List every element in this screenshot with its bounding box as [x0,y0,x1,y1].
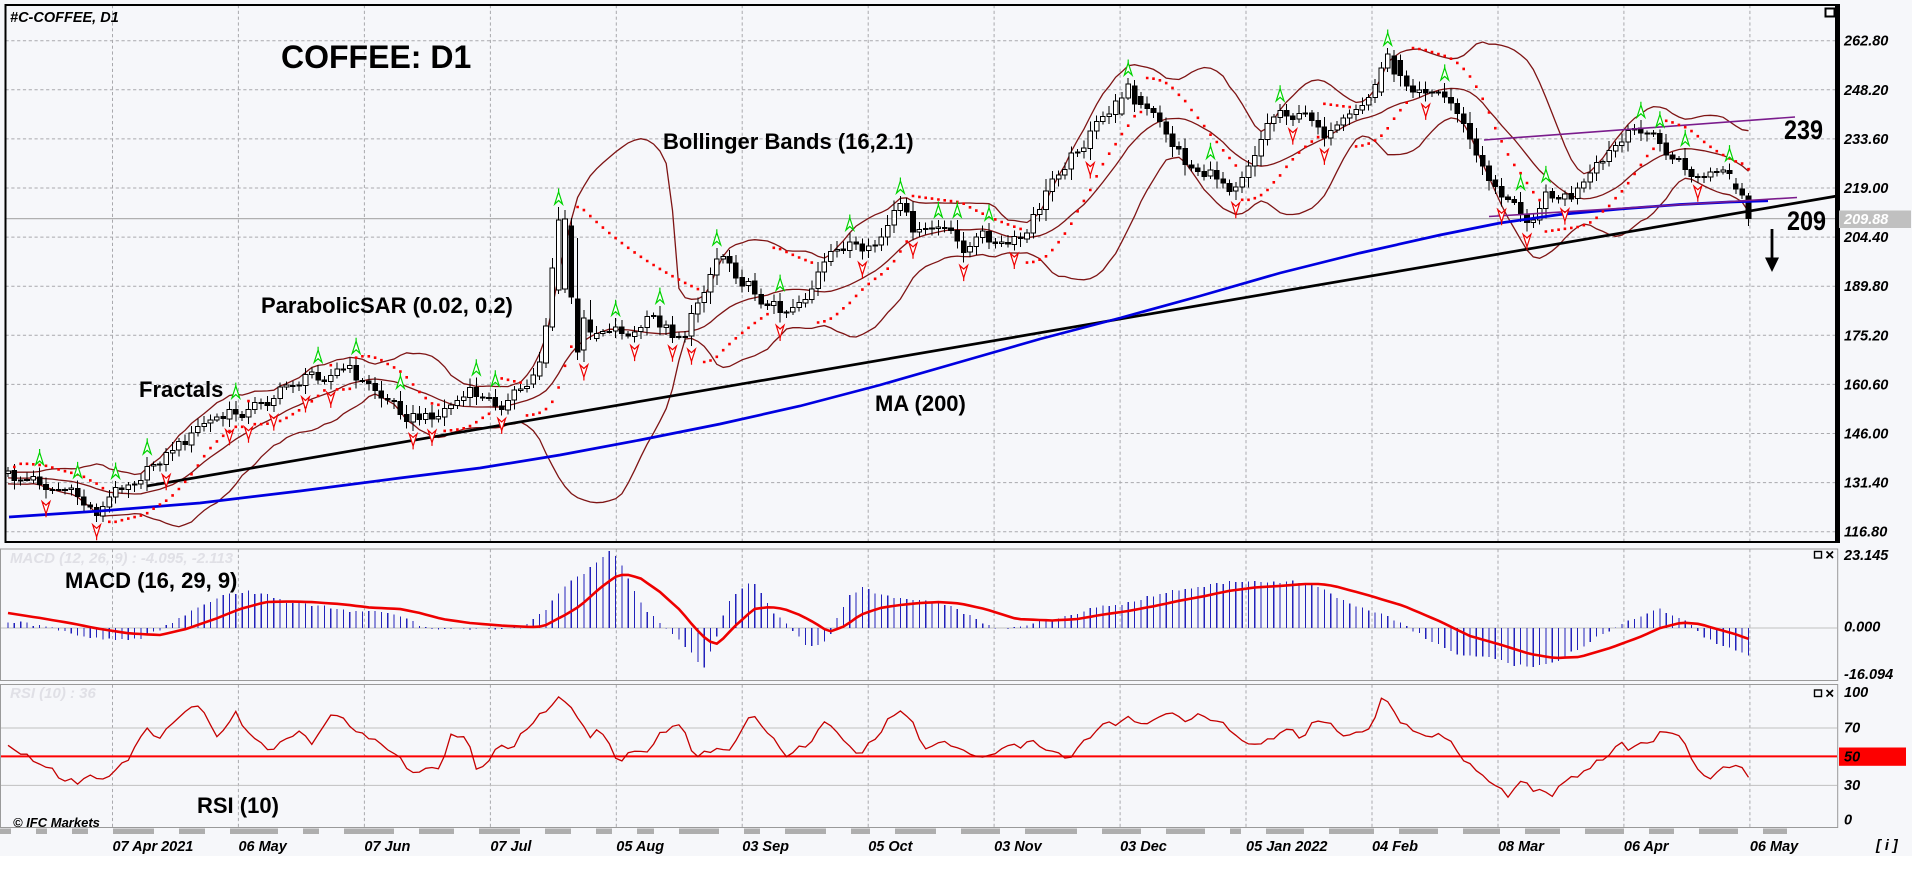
svg-text:MACD (16, 29, 9): MACD (16, 29, 9) [65,568,237,593]
svg-text:RSI (10) : 36: RSI (10) : 36 [10,685,97,702]
svg-text:30: 30 [1844,778,1860,794]
svg-text:04 Feb: 04 Feb [1372,839,1418,855]
svg-text:239: 239 [1784,115,1823,145]
svg-text:219.00: 219.00 [1843,181,1888,197]
svg-text:50: 50 [1844,750,1860,766]
svg-text:#C-COFFEE, D1: #C-COFFEE, D1 [10,10,119,26]
svg-text:262.80: 262.80 [1843,34,1888,50]
svg-text:RSI (10): RSI (10) [197,793,279,818]
svg-text:189.80: 189.80 [1844,279,1888,295]
svg-text:131.40: 131.40 [1844,476,1888,492]
svg-text:05 Jan 2022: 05 Jan 2022 [1246,839,1327,855]
svg-text:06 May: 06 May [1750,839,1799,855]
svg-text:160.60: 160.60 [1844,377,1888,393]
svg-text:© IFC Markets: © IFC Markets [13,815,100,830]
svg-text:07 Jul: 07 Jul [490,839,532,855]
svg-text:06 May: 06 May [238,839,287,855]
svg-text:175.20: 175.20 [1844,328,1888,344]
svg-text:06 Apr: 06 Apr [1624,839,1670,855]
svg-text:05 Oct: 05 Oct [868,839,913,855]
svg-text:146.00: 146.00 [1844,426,1888,442]
svg-text:70: 70 [1844,721,1860,737]
svg-text:08 Mar: 08 Mar [1498,839,1545,855]
svg-text:07 Jun: 07 Jun [364,839,410,855]
svg-text:248.20: 248.20 [1843,83,1888,99]
svg-text:100: 100 [1844,685,1868,701]
svg-text:Bollinger Bands (16,2.1): Bollinger Bands (16,2.1) [663,129,914,154]
svg-text:233.60: 233.60 [1843,132,1888,148]
svg-text:ParabolicSAR (0.02, 0.2): ParabolicSAR (0.02, 0.2) [261,293,513,318]
svg-text:COFFEE: D1: COFFEE: D1 [281,39,471,75]
svg-text:03 Sep: 03 Sep [742,839,789,855]
svg-text:03 Nov: 03 Nov [994,839,1042,855]
svg-text:209.88: 209.88 [1843,212,1889,228]
svg-text:116.80: 116.80 [1844,525,1887,541]
svg-text:03 Dec: 03 Dec [1120,839,1167,855]
svg-text:23.145: 23.145 [1843,548,1889,564]
svg-text:05 Aug: 05 Aug [616,839,664,855]
svg-text:0.000: 0.000 [1844,620,1880,636]
svg-text:204.40: 204.40 [1843,230,1888,246]
svg-text:MA (200): MA (200) [875,391,966,416]
svg-text:07 Apr 2021: 07 Apr 2021 [113,839,194,855]
svg-text:0: 0 [1844,813,1852,829]
svg-text:Fractals: Fractals [139,377,223,402]
svg-text:-16.094: -16.094 [1844,667,1893,683]
svg-text:209: 209 [1787,206,1826,236]
svg-text:MACD (12, 26, 9) : -4.095, -2.: MACD (12, 26, 9) : -4.095, -2.113 [10,550,234,567]
svg-text:[ i ]: [ i ] [1875,838,1899,854]
